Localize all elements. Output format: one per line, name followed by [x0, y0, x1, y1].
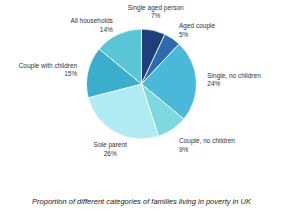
- slice: [99, 29, 141, 84]
- labels: Single aged person7% Aged couple5% Single,…: [19, 4, 262, 157]
- data-label-value: 7%: [151, 12, 161, 19]
- chart: Single aged person7% Aged couple5% Single,…: [0, 0, 283, 212]
- data-label-value: 9%: [179, 146, 189, 153]
- data-label: All households 14%: [71, 17, 114, 32]
- data-label-category: Couple, no children: [179, 137, 235, 145]
- data-label-value: 15%: [64, 70, 77, 77]
- data-label-value: 26%: [104, 150, 117, 157]
- data-label: Couple, no children9%: [179, 137, 235, 152]
- data-label-category: Couple with children: [19, 62, 78, 70]
- data-label: Aged couple5%: [179, 22, 216, 37]
- data-label: Sole parent26%: [94, 141, 127, 156]
- data-label-value: 14%: [100, 26, 113, 33]
- data-label-value: 5%: [179, 31, 189, 38]
- data-label: Couple with children15%: [19, 62, 78, 77]
- data-label: Single, no children24%: [207, 72, 261, 87]
- data-label-category: Single aged person: [128, 4, 184, 12]
- data-label-value: 24%: [207, 80, 220, 87]
- data-label-category: All households: [71, 17, 114, 24]
- data-label-category: Sole parent: [94, 141, 127, 149]
- data-label: Single aged person7%: [128, 4, 184, 19]
- title: Proportion of different categories of fa…: [32, 197, 252, 206]
- pie: [87, 29, 197, 139]
- data-label-category: Aged couple: [179, 22, 216, 30]
- data-label-category: Single, no children: [207, 72, 261, 80]
